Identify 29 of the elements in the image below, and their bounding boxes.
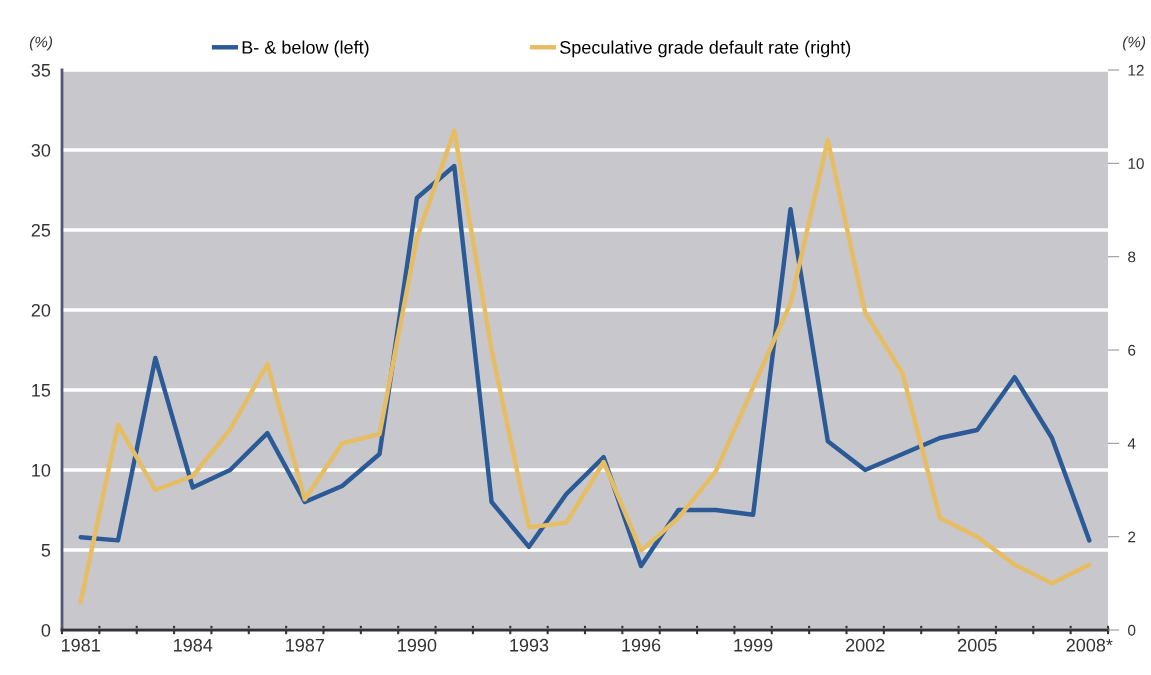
- x-tick-label: 1990: [398, 638, 437, 652]
- y-tick-label: 30: [31, 143, 51, 157]
- y2-tick-label: 6: [1128, 344, 1136, 356]
- y2-tick-label: 0: [1128, 624, 1136, 636]
- y-tick-label: 25: [31, 223, 51, 237]
- x-tick-label: 1999: [734, 638, 773, 652]
- x-tick-label: 1984: [174, 638, 213, 652]
- y2-tick-label: 8: [1128, 251, 1136, 263]
- x-tick-label: 1981: [61, 638, 100, 652]
- legend-label: B- & below (left): [242, 40, 369, 58]
- legend-label: Speculative grade default rate (right): [560, 40, 851, 58]
- y-tick-label: 35: [31, 63, 51, 77]
- y-axis-title: (%): [29, 36, 53, 51]
- x-tick-label: 2002: [846, 638, 885, 652]
- y2-tick-label: 2: [1128, 531, 1136, 543]
- x-tick-label: 1987: [286, 638, 324, 652]
- x-tick-label: 1993: [510, 638, 549, 652]
- y2-tick-label: 10: [1128, 158, 1144, 170]
- y2-tick-label: 4: [1127, 438, 1136, 449]
- y-tick-label: 10: [32, 463, 51, 477]
- y-tick-label: 5: [41, 544, 51, 557]
- y-tick-label: 20: [31, 303, 51, 317]
- x-tick-label: 1996: [622, 638, 661, 652]
- y2-axis-title: (%): [1122, 36, 1146, 51]
- y2-tick-label: 12: [1128, 64, 1144, 76]
- x-tick-label: 2005: [958, 638, 997, 652]
- y-tick-label: 15: [32, 384, 51, 397]
- x-tick-label: 2008*: [1066, 638, 1113, 652]
- y-tick-label: 0: [41, 623, 51, 637]
